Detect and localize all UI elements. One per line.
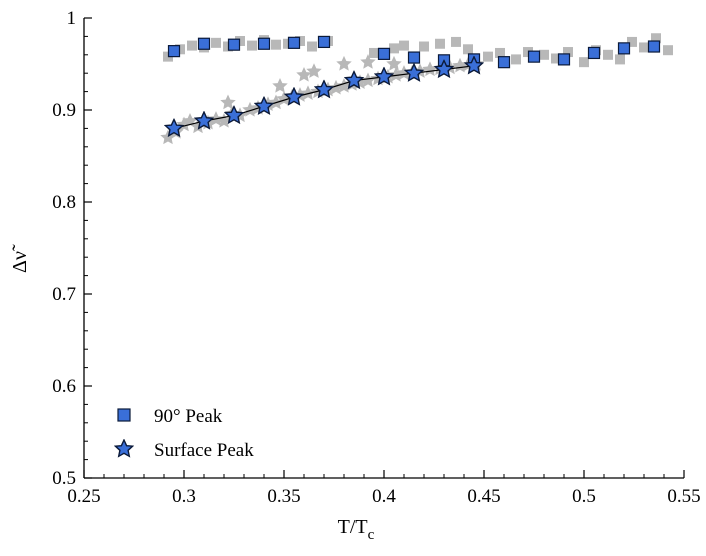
background-square-point bbox=[551, 53, 561, 64]
ninety-peak-point bbox=[557, 53, 571, 66]
background-square-point bbox=[663, 45, 673, 56]
y-tick-label: 0.6 bbox=[52, 376, 76, 397]
background-square-point bbox=[579, 57, 589, 68]
background-square-point bbox=[389, 43, 399, 54]
legend: 90° Peak Surface Peak bbox=[114, 406, 254, 461]
ninety-peak-point bbox=[227, 38, 241, 51]
ninety-peak-point bbox=[257, 37, 271, 50]
x-axis-label-subscript: c bbox=[368, 527, 375, 543]
legend-marker-star bbox=[114, 439, 134, 457]
background-square-point bbox=[615, 54, 625, 65]
x-tick-label: 0.4 bbox=[372, 486, 396, 507]
ninety-peak-point bbox=[407, 51, 421, 64]
background-square-point bbox=[495, 47, 505, 58]
ninety-peak-point bbox=[377, 47, 391, 60]
background-square-point bbox=[399, 40, 409, 51]
background-square-point bbox=[651, 33, 661, 44]
x-tick-label: 0.55 bbox=[667, 486, 700, 507]
background-square-point bbox=[627, 36, 637, 47]
background-star-point bbox=[306, 63, 322, 78]
y-axis-label: Δν̃ bbox=[9, 244, 31, 273]
background-square-point bbox=[435, 38, 445, 49]
legend-label-90-peak: 90° Peak bbox=[154, 406, 223, 427]
x-axis-label: T/Tc bbox=[338, 516, 375, 543]
y-tick-label: 0.7 bbox=[52, 284, 76, 305]
x-tick-label: 0.3 bbox=[172, 486, 196, 507]
background-square-point bbox=[511, 54, 521, 65]
background-square-point bbox=[307, 41, 317, 52]
ninety-peak-point bbox=[317, 35, 331, 49]
y-tick-label: 0.8 bbox=[52, 192, 76, 213]
background-square-point bbox=[419, 41, 429, 52]
ninety-peak-point bbox=[287, 36, 301, 49]
background-square-point bbox=[563, 47, 573, 58]
background-square-point bbox=[483, 51, 493, 62]
background-stars-layer bbox=[160, 54, 484, 145]
ninety-peak-point bbox=[197, 37, 211, 50]
background-square-point bbox=[451, 36, 461, 47]
background-square-point bbox=[369, 47, 379, 58]
legend-marker-square bbox=[117, 408, 131, 422]
x-axis-label-main: T/T bbox=[338, 516, 368, 538]
ninety-peak-point bbox=[587, 46, 601, 60]
background-square-point bbox=[539, 49, 549, 60]
x-tick-label: 0.25 bbox=[67, 486, 100, 507]
background-square-point bbox=[603, 49, 613, 60]
background-star-point bbox=[336, 55, 352, 71]
background-square-point bbox=[187, 40, 197, 51]
ninety-peak-point bbox=[527, 50, 541, 63]
ninety-peak-point bbox=[647, 40, 661, 53]
y-tick-label: 0.9 bbox=[52, 100, 76, 121]
x-tick-label: 0.45 bbox=[467, 486, 500, 507]
background-square-point bbox=[271, 39, 281, 50]
axes: 0.25 0.3 0.35 0.4 0.45 0.5 0.55 0.5 0.6 0.7 0.8 0.9… bbox=[52, 8, 700, 507]
y-tick-label: 1 bbox=[67, 8, 77, 29]
legend-label-surface-peak: Surface Peak bbox=[154, 440, 254, 461]
ninety-peak-point bbox=[167, 45, 181, 58]
background-square-point bbox=[463, 44, 473, 55]
y-tick-label: 0.5 bbox=[52, 468, 76, 489]
background-square-point bbox=[247, 40, 257, 51]
background-square-point bbox=[639, 42, 649, 53]
x-tick-label: 0.35 bbox=[267, 486, 300, 507]
x-tick-label: 0.5 bbox=[572, 486, 596, 507]
background-square-point bbox=[211, 37, 221, 48]
ninety-peak-point bbox=[617, 42, 631, 55]
ninety-peak-point bbox=[497, 56, 511, 69]
background-star-point bbox=[272, 77, 288, 93]
